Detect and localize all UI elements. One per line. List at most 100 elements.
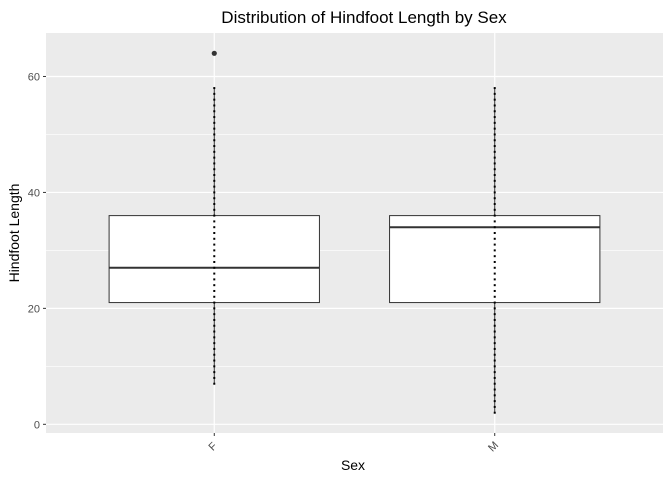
data-point: [493, 168, 496, 171]
data-point: [493, 226, 496, 229]
data-point: [213, 87, 216, 90]
data-point: [493, 330, 496, 333]
data-point: [493, 382, 496, 385]
data-point: [493, 278, 496, 281]
data-point: [493, 121, 496, 124]
iqr-box: [108, 215, 320, 304]
data-point: [493, 266, 496, 269]
data-point: [213, 318, 216, 321]
data-point: [493, 237, 496, 240]
y-tick-label: 60: [28, 71, 40, 83]
data-point: [213, 278, 216, 281]
data-point: [213, 382, 216, 385]
data-point: [213, 295, 216, 298]
data-point: [493, 220, 496, 223]
data-point: [213, 220, 216, 223]
data-point: [213, 208, 216, 211]
data-point: [213, 347, 216, 350]
data-point: [213, 313, 216, 316]
data-point: [213, 203, 216, 206]
data-point: [493, 405, 496, 408]
data-point: [213, 150, 216, 153]
data-point: [213, 336, 216, 339]
data-point: [493, 388, 496, 391]
data-point: [213, 110, 216, 113]
data-point: [213, 92, 216, 95]
data-point: [213, 237, 216, 240]
iqr-box: [389, 215, 601, 304]
data-point: [493, 400, 496, 403]
data-point: [213, 272, 216, 275]
data-point: [213, 330, 216, 333]
data-point: [213, 156, 216, 159]
data-point: [493, 295, 496, 298]
data-point: [493, 87, 496, 90]
data-point: [213, 359, 216, 362]
y-axis-title: Hindfoot Length: [6, 184, 22, 283]
data-point: [213, 289, 216, 292]
data-point: [493, 260, 496, 263]
data-point: [493, 353, 496, 356]
data-point: [493, 371, 496, 374]
data-point: [493, 342, 496, 345]
data-point: [493, 336, 496, 339]
y-tick-label: 0: [34, 419, 40, 431]
data-point: [213, 98, 216, 101]
data-point: [213, 260, 216, 263]
data-point: [493, 133, 496, 136]
data-point: [213, 266, 216, 269]
data-point: [213, 232, 216, 234]
data-point: [493, 208, 496, 211]
data-point: [493, 214, 496, 217]
data-point: [493, 150, 496, 153]
data-point: [213, 139, 216, 142]
data-point: [213, 162, 216, 165]
data-point: [213, 104, 216, 107]
data-point: [213, 116, 216, 119]
data-point: [493, 174, 496, 177]
data-point: [493, 203, 496, 206]
data-point: [493, 243, 496, 246]
data-point: [493, 394, 496, 397]
data-point: [213, 121, 216, 124]
data-point: [493, 191, 496, 194]
data-point: [493, 104, 496, 107]
data-point: [493, 139, 496, 142]
x-tick-label: F: [207, 440, 220, 453]
data-point: [493, 116, 496, 119]
data-point: [493, 179, 496, 182]
data-point: [493, 232, 496, 234]
data-point: [493, 92, 496, 95]
data-point: [213, 376, 216, 379]
data-point: [213, 168, 216, 171]
data-point: [213, 301, 216, 304]
data-point: [493, 249, 496, 252]
data-point: [493, 272, 496, 275]
jitter-points: [213, 87, 496, 414]
data-point: [213, 353, 216, 356]
y-axis: 0 20 40 60: [28, 71, 46, 431]
data-point: [493, 145, 496, 148]
data-point: [493, 301, 496, 304]
data-point: [493, 156, 496, 159]
data-point: [213, 324, 216, 327]
data-point: [493, 324, 496, 327]
data-point: [493, 127, 496, 130]
data-point: [493, 289, 496, 292]
x-tick-label: M: [486, 439, 501, 454]
y-tick-label: 20: [28, 303, 40, 315]
data-point: [493, 318, 496, 321]
data-point: [213, 243, 216, 246]
data-point: [493, 255, 496, 258]
data-point: [213, 174, 216, 177]
data-point: [493, 359, 496, 362]
data-point: [493, 162, 496, 165]
data-point: [213, 284, 216, 287]
data-point: [493, 98, 496, 101]
data-point: [493, 197, 496, 200]
data-point: [493, 365, 496, 368]
data-point: [213, 179, 216, 182]
chart-title: Distribution of Hindfoot Length by Sex: [221, 8, 507, 27]
